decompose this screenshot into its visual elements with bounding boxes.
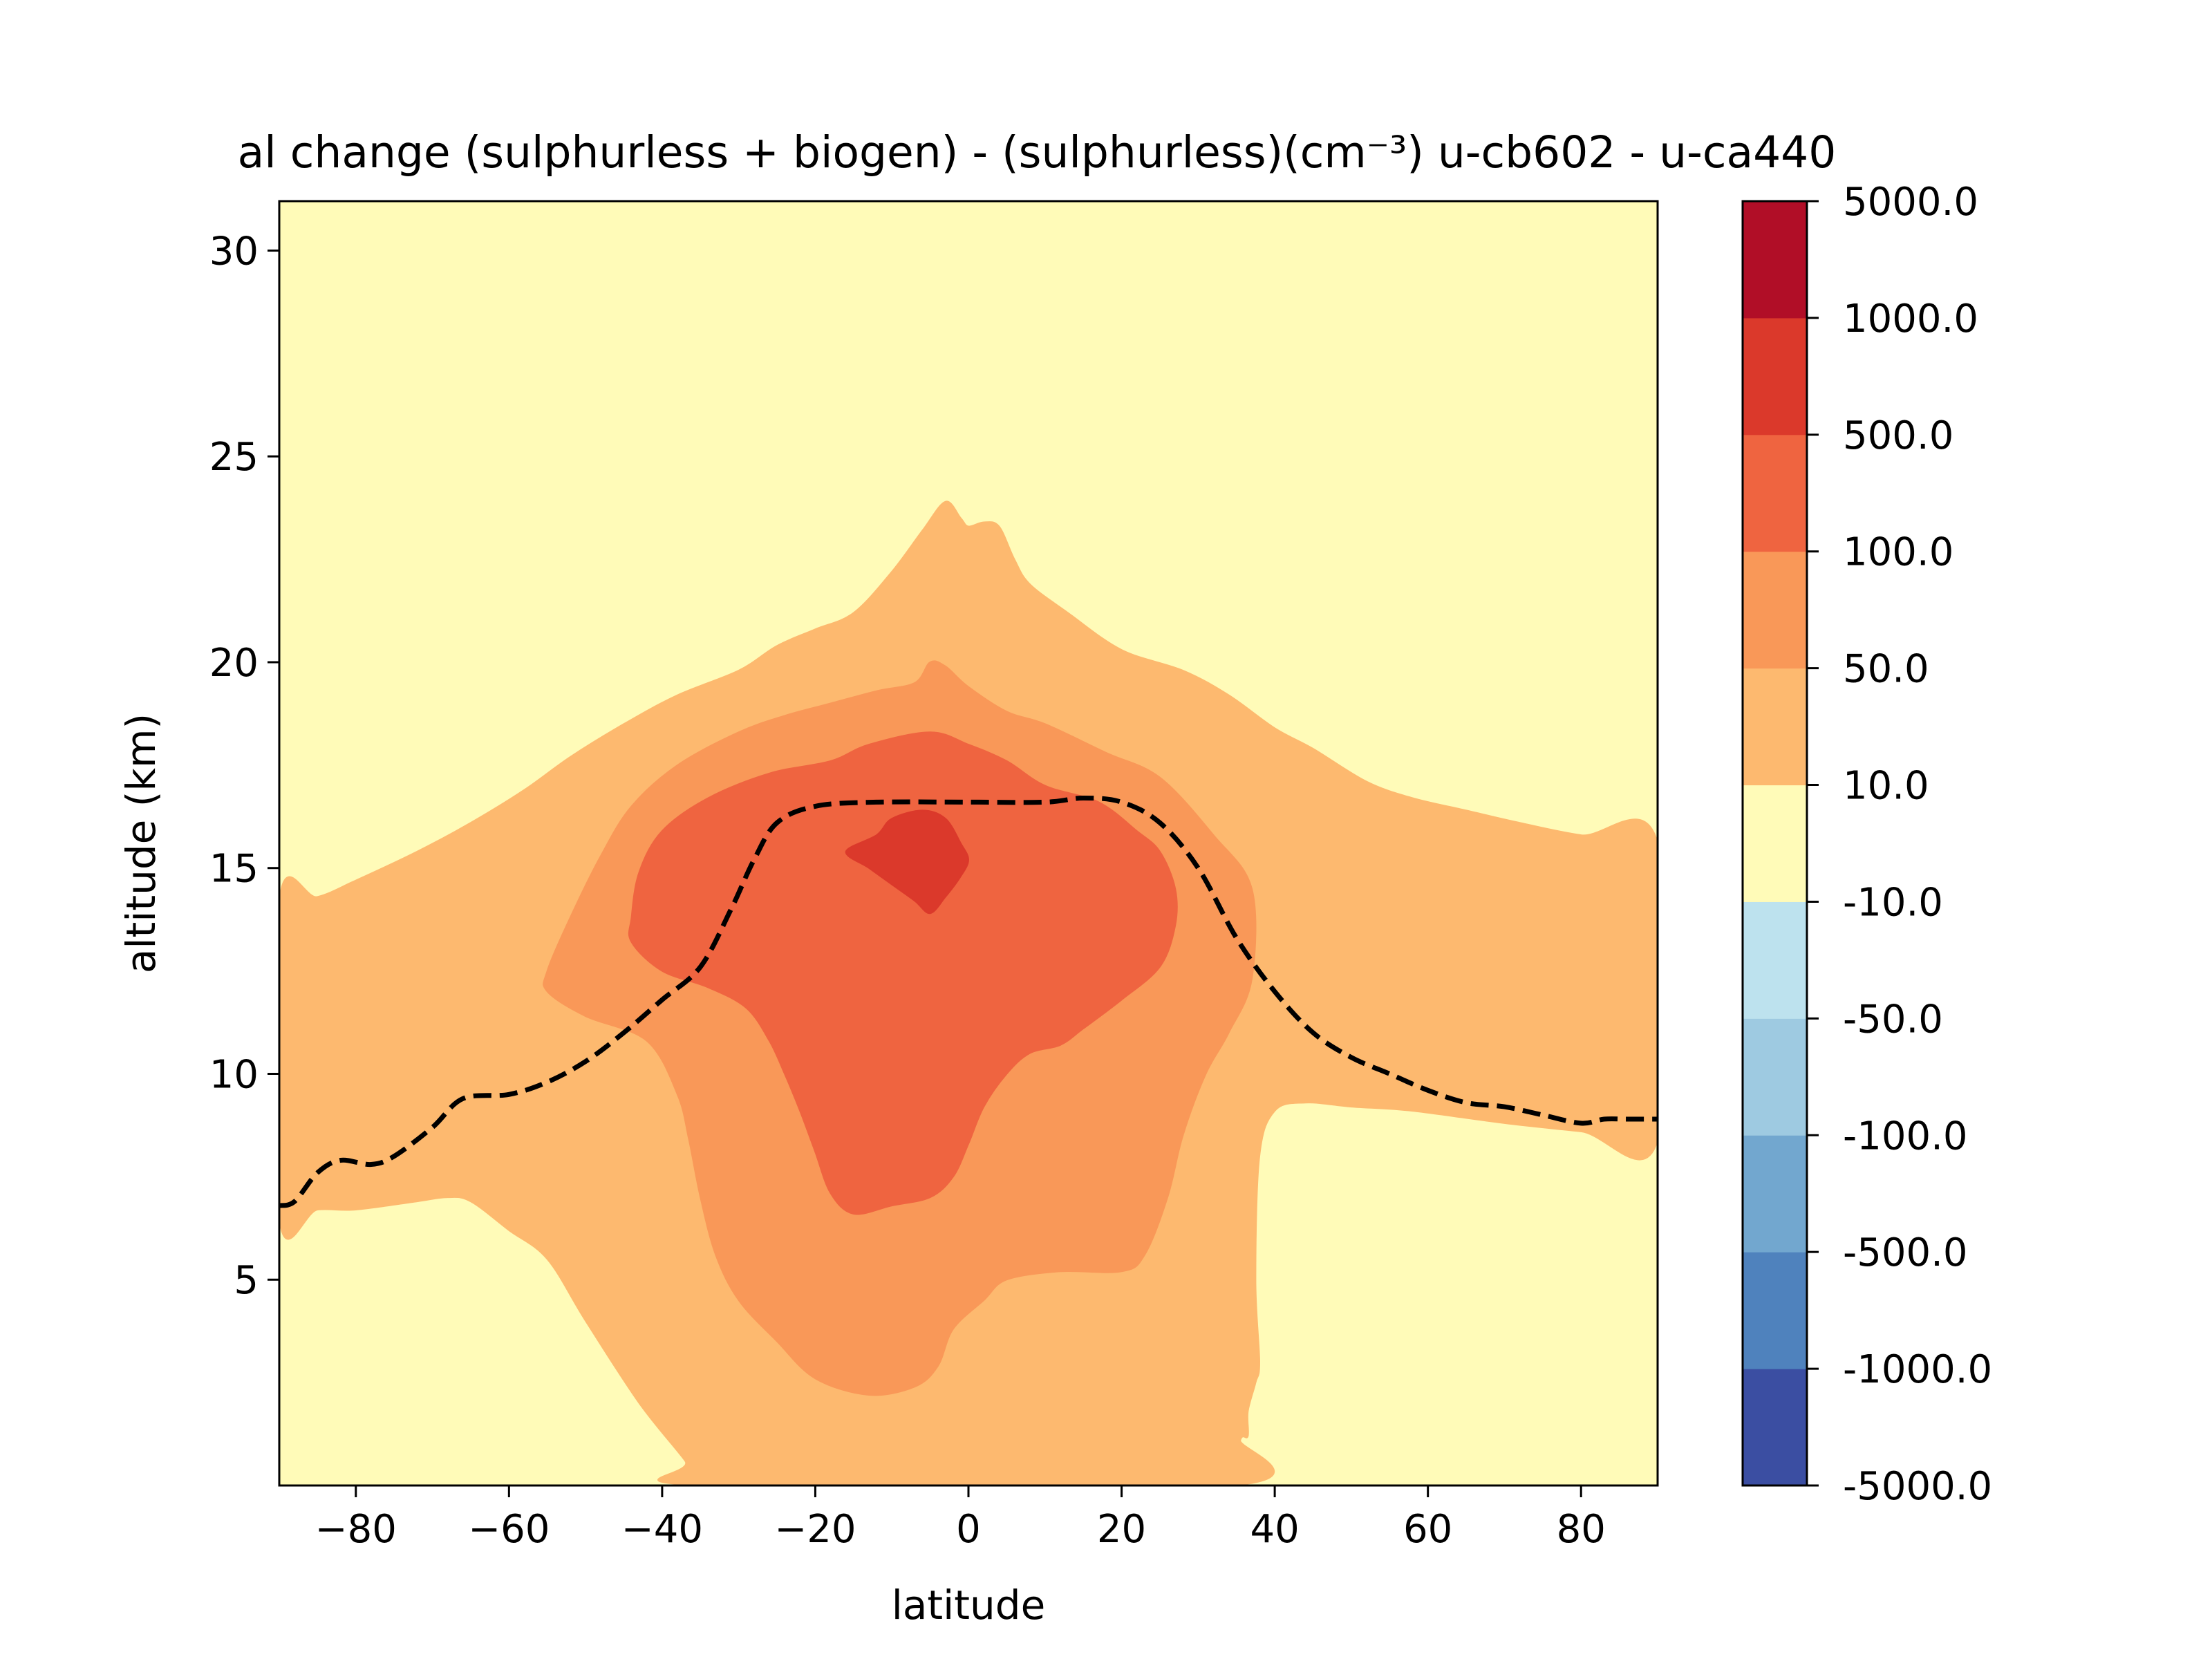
y-tick-label: 25	[209, 435, 259, 480]
contour-region-3	[628, 731, 1178, 1215]
colorbar-tick-label: 1000.0	[1843, 297, 1978, 341]
colorbar: -5000.0 -1000.0 -500.0 -100.0 -50.0 -10.0 10.0…	[1741, 180, 1992, 1509]
colorbar-tick-label: -100.0	[1843, 1114, 1968, 1159]
colorbar-band	[1743, 201, 1807, 319]
colorbar-band	[1743, 785, 1807, 902]
y-tick-label: 30	[209, 229, 259, 274]
colorbar-band	[1743, 1135, 1807, 1253]
colorbar-tick-label: 500.0	[1843, 413, 1953, 458]
x-tick-label: 60	[1403, 1507, 1452, 1552]
colorbar-tick-label: -500.0	[1843, 1230, 1968, 1275]
colorbar-band	[1743, 668, 1807, 786]
contour-region-4	[845, 809, 970, 915]
x-tick-label: −20	[774, 1507, 856, 1552]
colorbar-band	[1743, 317, 1807, 435]
colorbar-tick-label: -1000.0	[1843, 1347, 1992, 1392]
tropopause-dashed-line	[279, 795, 1658, 1208]
colorbar-tick-label: 100.0	[1843, 530, 1953, 575]
colorbar-band	[1743, 434, 1807, 552]
colorbar-tick-label: -10.0	[1843, 880, 1943, 925]
x-tick-label: −80	[315, 1507, 397, 1552]
plot-area	[278, 200, 1659, 1487]
colorbar-frame	[1741, 200, 1808, 1487]
y-tick-label: 10	[209, 1052, 259, 1097]
colorbar-tick-label: 10.0	[1843, 764, 1929, 809]
y-axis-label: altitude (km)	[118, 713, 165, 973]
x-tick-label: 0	[956, 1507, 981, 1552]
colorbar-band	[1743, 551, 1807, 669]
x-axis-ticks: −80 −60 −40 −20 0 20 40 60 80	[315, 1485, 1606, 1552]
y-tick-label: 5	[234, 1258, 259, 1303]
colorbar-tick-label: -5000.0	[1843, 1464, 1992, 1509]
colorbar-band	[1743, 1252, 1807, 1369]
colorbar-band	[1743, 1369, 1807, 1486]
colorbar-band	[1743, 901, 1807, 1019]
chart-title: al change (sulphurless + biogen) - (sulp…	[238, 127, 1837, 178]
x-axis-label: latitude	[892, 1582, 1046, 1629]
x-tick-label: 80	[1557, 1507, 1606, 1552]
y-tick-label: 15	[209, 847, 259, 892]
colorbar-tick-label: 50.0	[1843, 647, 1929, 692]
y-axis-ticks: 5 10 15 20 25 30	[209, 229, 279, 1303]
contour-regions	[279, 500, 1658, 1485]
x-tick-label: 40	[1250, 1507, 1299, 1552]
x-tick-label: 20	[1097, 1507, 1146, 1552]
x-tick-label: −40	[621, 1507, 703, 1552]
colorbar-tick-label: -50.0	[1843, 997, 1943, 1042]
x-tick-label: −60	[468, 1507, 550, 1552]
colorbar-band	[1743, 1018, 1807, 1136]
y-tick-label: 20	[209, 641, 259, 686]
colorbar-tick-label: 5000.0	[1843, 180, 1978, 225]
